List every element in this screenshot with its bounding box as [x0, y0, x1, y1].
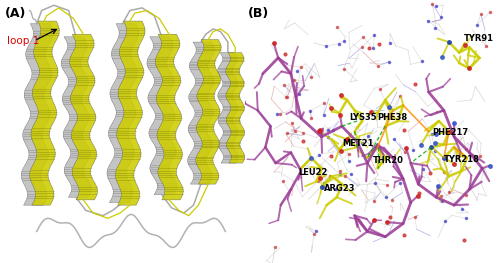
- Text: LEU22: LEU22: [298, 168, 328, 177]
- Polygon shape: [61, 37, 92, 197]
- Polygon shape: [156, 34, 183, 200]
- Text: ARG23: ARG23: [324, 184, 356, 193]
- Polygon shape: [147, 37, 177, 195]
- Polygon shape: [116, 21, 145, 205]
- Text: (B): (B): [248, 7, 269, 19]
- Text: TYR91: TYR91: [464, 34, 494, 43]
- Text: PHE38: PHE38: [378, 113, 408, 122]
- Text: PHE217: PHE217: [432, 128, 468, 137]
- Polygon shape: [30, 21, 60, 205]
- Polygon shape: [70, 34, 98, 200]
- Polygon shape: [188, 42, 214, 184]
- Text: LYS35: LYS35: [350, 113, 377, 122]
- Text: TYR218: TYR218: [444, 155, 480, 164]
- Text: MET21: MET21: [342, 139, 374, 148]
- Polygon shape: [21, 24, 53, 205]
- Polygon shape: [107, 24, 139, 203]
- Polygon shape: [226, 53, 245, 163]
- Text: loop 1: loop 1: [8, 36, 40, 46]
- Text: THR20: THR20: [372, 156, 404, 165]
- Text: (A): (A): [5, 7, 26, 19]
- Polygon shape: [196, 39, 221, 184]
- Polygon shape: [218, 53, 238, 163]
